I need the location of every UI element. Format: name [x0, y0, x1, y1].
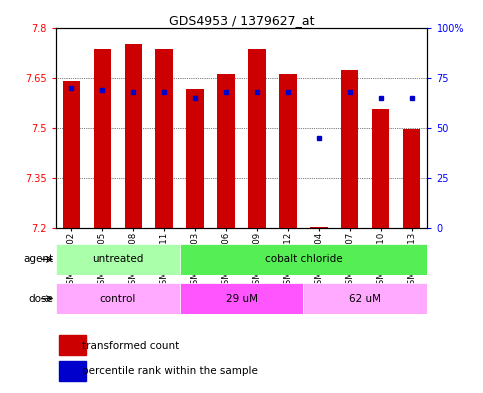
Bar: [59, 361, 86, 381]
Text: control: control: [99, 294, 136, 304]
Bar: [94, 49, 111, 228]
Bar: [403, 129, 421, 228]
Text: cobalt chloride: cobalt chloride: [265, 254, 342, 264]
Bar: [372, 109, 389, 228]
Text: transformed count: transformed count: [82, 341, 179, 351]
Bar: [303, 283, 427, 314]
Bar: [248, 49, 266, 228]
Bar: [56, 244, 180, 275]
Bar: [62, 81, 80, 228]
Text: agent: agent: [23, 254, 53, 264]
Bar: [341, 70, 358, 228]
Bar: [217, 74, 235, 228]
Text: dose: dose: [28, 294, 53, 304]
Bar: [56, 283, 180, 314]
Bar: [125, 44, 142, 228]
Bar: [180, 283, 303, 314]
Text: 62 uM: 62 uM: [350, 294, 382, 304]
Text: untreated: untreated: [92, 254, 143, 264]
Text: 29 uM: 29 uM: [226, 294, 257, 304]
Bar: [156, 49, 172, 228]
Bar: [59, 335, 86, 355]
Bar: [180, 244, 427, 275]
Text: percentile rank within the sample: percentile rank within the sample: [82, 366, 257, 376]
Bar: [280, 73, 297, 228]
Bar: [186, 89, 203, 228]
Bar: [311, 227, 327, 228]
Text: GDS4953 / 1379627_at: GDS4953 / 1379627_at: [169, 14, 314, 27]
